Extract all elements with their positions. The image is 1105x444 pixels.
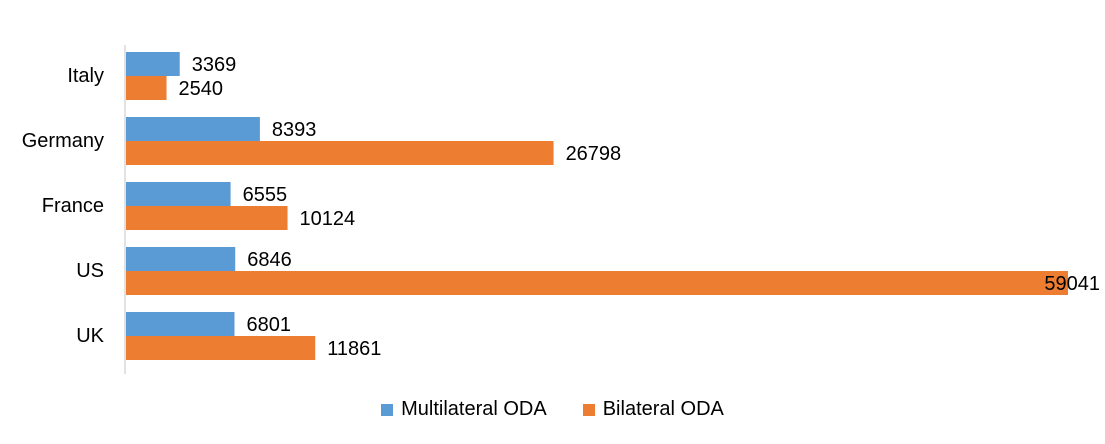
legend-label-multilateral: Multilateral ODA bbox=[401, 398, 547, 420]
bar-bilateral-us bbox=[126, 271, 1068, 295]
legend-swatch-multilateral bbox=[381, 403, 394, 416]
legend-item-bilateral: Bilateral ODA bbox=[582, 398, 724, 421]
category-label-us: US bbox=[76, 260, 104, 282]
data-label-multilateral-france: 6555 bbox=[243, 184, 288, 206]
data-label-multilateral-us: 6846 bbox=[247, 249, 292, 271]
data-label-multilateral-uk: 6801 bbox=[247, 314, 292, 336]
legend-swatch-bilateral bbox=[582, 403, 595, 416]
data-label-bilateral-france: 10124 bbox=[300, 208, 356, 230]
bar-bilateral-italy bbox=[126, 76, 167, 100]
bar-multilateral-us bbox=[126, 247, 236, 271]
legend: Multilateral ODA Bilateral ODA bbox=[0, 398, 1105, 421]
legend-item-multilateral: Multilateral ODA bbox=[381, 398, 547, 421]
bar-multilateral-uk bbox=[126, 312, 235, 336]
data-label-bilateral-us: 59041 bbox=[1044, 273, 1100, 295]
bar-multilateral-france bbox=[126, 182, 231, 206]
category-label-france: France bbox=[42, 195, 104, 217]
bar-bilateral-france bbox=[126, 206, 288, 230]
data-label-multilateral-germany: 8393 bbox=[272, 119, 317, 141]
bars-group bbox=[126, 52, 1068, 360]
bar-multilateral-italy bbox=[126, 52, 180, 76]
data-label-bilateral-italy: 2540 bbox=[179, 78, 224, 100]
bar-bilateral-uk bbox=[126, 336, 316, 360]
category-label-uk: UK bbox=[76, 325, 104, 347]
category-label-italy: Italy bbox=[67, 65, 104, 87]
legend-label-bilateral: Bilateral ODA bbox=[602, 398, 724, 420]
data-label-bilateral-germany: 26798 bbox=[566, 143, 622, 165]
data-label-bilateral-uk: 11861 bbox=[327, 338, 381, 360]
bar-multilateral-germany bbox=[126, 117, 260, 141]
data-label-multilateral-italy: 3369 bbox=[192, 54, 237, 76]
bar-bilateral-germany bbox=[126, 141, 554, 165]
category-label-germany: Germany bbox=[22, 130, 104, 152]
